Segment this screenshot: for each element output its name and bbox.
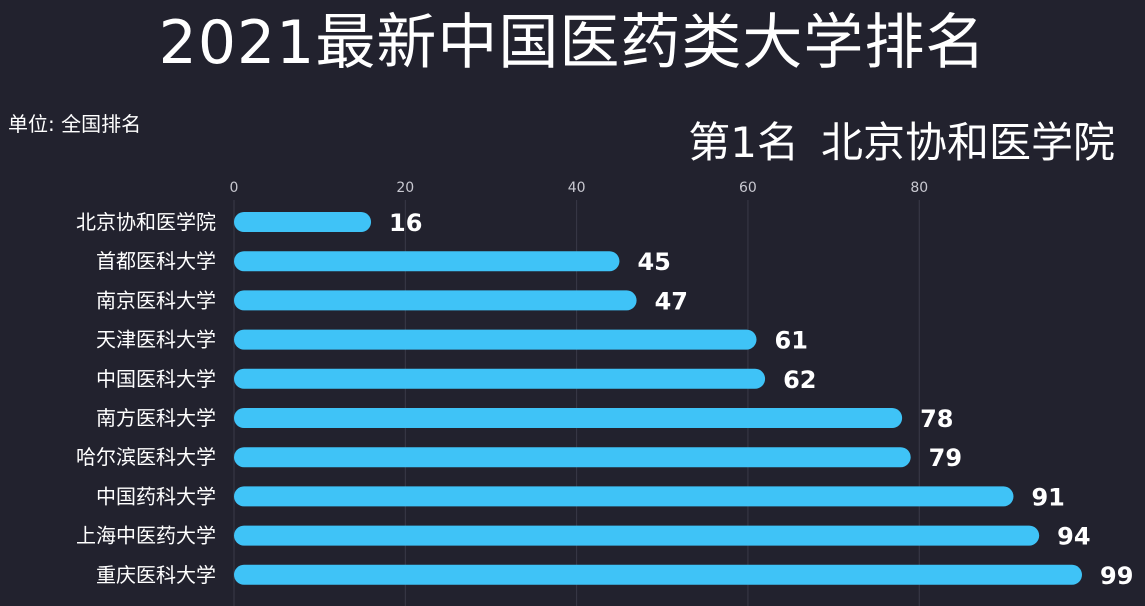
bar bbox=[234, 564, 1082, 585]
x-tick-label: 60 bbox=[739, 180, 757, 196]
category-label: 首都医科大学 bbox=[96, 249, 216, 273]
bar bbox=[234, 525, 1040, 546]
x-tick-label: 80 bbox=[910, 180, 928, 196]
category-label: 天津医科大学 bbox=[96, 328, 216, 352]
category-label: 上海中医药大学 bbox=[76, 524, 216, 548]
category-label: 南京医科大学 bbox=[96, 288, 216, 312]
category-label: 哈尔滨医科大学 bbox=[76, 445, 216, 469]
category-label: 中国药科大学 bbox=[96, 484, 216, 508]
unit-label: 单位: 全国排名 bbox=[8, 112, 142, 136]
bar bbox=[234, 486, 1014, 507]
category-label: 重庆医科大学 bbox=[96, 563, 216, 587]
category-label: 中国医科大学 bbox=[96, 367, 216, 391]
bar bbox=[234, 447, 911, 468]
current-rank-name: 北京协和医学院 bbox=[820, 118, 1115, 167]
x-tick-label: 20 bbox=[396, 180, 414, 196]
category-label: 北京协和医学院 bbox=[76, 210, 216, 234]
data-label: 47 bbox=[655, 287, 688, 315]
data-label: 91 bbox=[1031, 483, 1064, 511]
data-label: 78 bbox=[920, 405, 953, 433]
bar bbox=[234, 368, 766, 389]
data-label: 16 bbox=[389, 209, 422, 237]
x-tick-label: 40 bbox=[568, 180, 586, 196]
data-label: 79 bbox=[929, 444, 962, 472]
bar bbox=[234, 251, 620, 272]
data-label: 94 bbox=[1057, 523, 1090, 551]
bar bbox=[234, 212, 372, 232]
bar bbox=[234, 290, 637, 311]
data-label: 99 bbox=[1100, 562, 1133, 590]
data-label: 45 bbox=[637, 248, 670, 276]
current-rank-prefix: 第1名 bbox=[688, 118, 799, 167]
category-label: 南方医科大学 bbox=[96, 406, 216, 430]
bar bbox=[234, 408, 903, 428]
x-tick-label: 0 bbox=[230, 180, 239, 196]
bar bbox=[234, 329, 757, 350]
chart-title: 2021最新中国医药类大学排名 bbox=[158, 8, 987, 78]
current-rank-caption: 第1名 北京协和医学院 bbox=[688, 112, 1115, 174]
data-label: 62 bbox=[783, 366, 816, 394]
data-label: 61 bbox=[775, 327, 808, 355]
